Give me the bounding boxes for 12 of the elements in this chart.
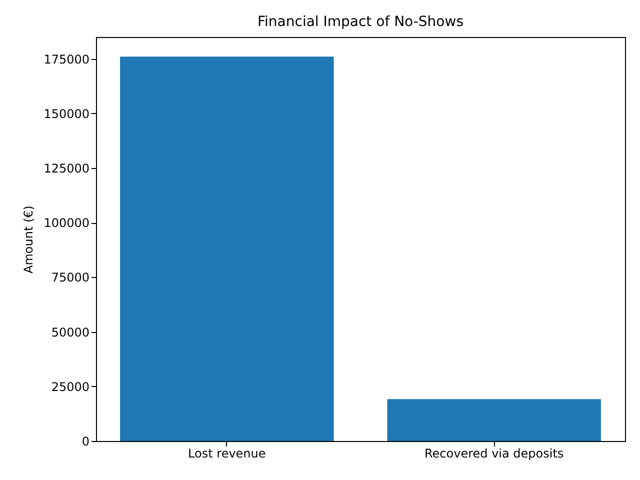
y-tick-label: 125000: [44, 162, 90, 176]
y-axis-title: Amount (€): [22, 206, 36, 274]
y-tick-label: 150000: [44, 106, 90, 121]
y-tick-label: 175000: [44, 52, 90, 66]
x-tick-label: Lost revenue: [188, 446, 266, 460]
y-tick-label: 0: [82, 434, 90, 448]
y-tick-label: 75000: [51, 270, 90, 285]
y-tick-label: 25000: [51, 380, 90, 394]
y-tick-label: 50000: [51, 325, 90, 340]
y-tick-label: 100000: [44, 216, 90, 230]
chart-title: Financial Impact of No-Shows: [258, 14, 464, 30]
x-tick-label: Recovered via deposits: [424, 446, 564, 460]
